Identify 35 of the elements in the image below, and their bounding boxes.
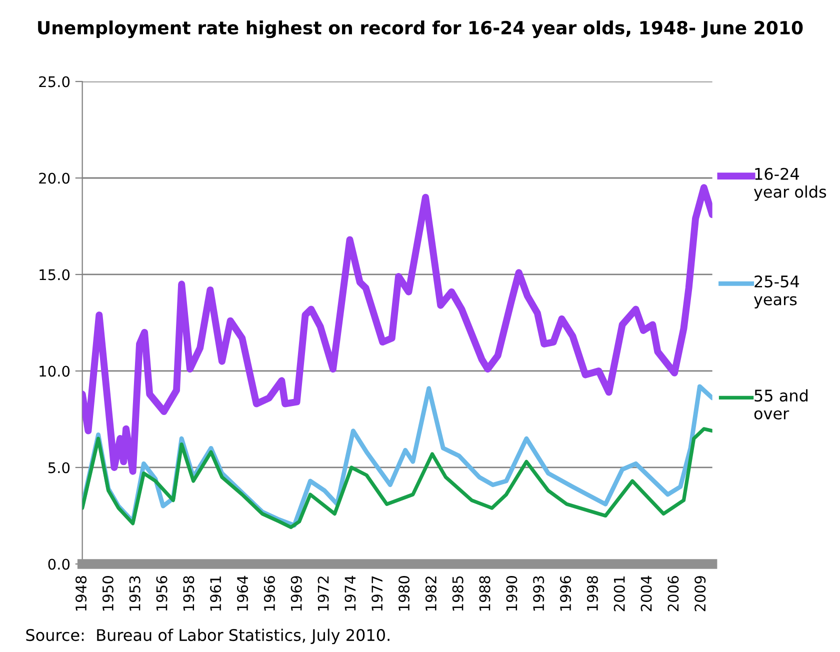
legend-label: 25-54 years bbox=[754, 275, 799, 308]
x-tick-label: 1961 bbox=[210, 576, 222, 611]
x-tick-label: 1958 bbox=[183, 576, 194, 611]
x-tick-label: 1964 bbox=[237, 576, 248, 611]
x-tick-label: 1990 bbox=[506, 576, 518, 611]
x-tick-label: 1977 bbox=[372, 576, 383, 611]
legend-label: 55 and over bbox=[754, 389, 808, 420]
x-tick-label: 1974 bbox=[344, 576, 356, 611]
x-tick-label: 2001 bbox=[614, 576, 625, 612]
y-tick-label: 5.0 bbox=[48, 462, 70, 474]
y-tick-label: 0.0 bbox=[48, 558, 70, 570]
x-tick-label: 1969 bbox=[290, 576, 302, 611]
x-tick-label: 2009 bbox=[694, 576, 706, 612]
x-tick-label: 1966 bbox=[264, 576, 275, 611]
x-tick-label: 1953 bbox=[129, 576, 140, 611]
x-tick-label: 1950 bbox=[102, 576, 114, 611]
x-tick-label: 1985 bbox=[452, 576, 464, 611]
x-tick-label: 1998 bbox=[586, 576, 598, 611]
y-tick-label: 10.0 bbox=[40, 366, 70, 377]
x-tick-label: 1982 bbox=[425, 576, 436, 611]
x-tick-label: 1948 bbox=[76, 576, 87, 611]
x-tick-label: 1956 bbox=[156, 576, 168, 611]
x-tick-label: 1980 bbox=[398, 576, 410, 611]
x-tick-label: 1993 bbox=[533, 576, 544, 611]
y-tick-label: 15.0 bbox=[40, 269, 70, 280]
x-tick-label: 2004 bbox=[640, 576, 652, 612]
y-tick-label: 20.0 bbox=[39, 172, 70, 184]
x-tick-label: 2006 bbox=[668, 576, 679, 612]
x-tick-label: 1988 bbox=[479, 576, 490, 611]
x-tick-label: 1996 bbox=[560, 576, 572, 611]
chart-title: Unemployment rate highest on record for 16-24 year olds, 1948- June 2010 bbox=[38, 20, 803, 38]
y-tick-label: 25.0 bbox=[39, 76, 70, 88]
legend-label: 16-24 year olds bbox=[754, 168, 826, 201]
source-note: Source: Bureau of Labor Statistics, July 2010. bbox=[26, 628, 390, 644]
x-tick-label: 1972 bbox=[318, 576, 329, 611]
